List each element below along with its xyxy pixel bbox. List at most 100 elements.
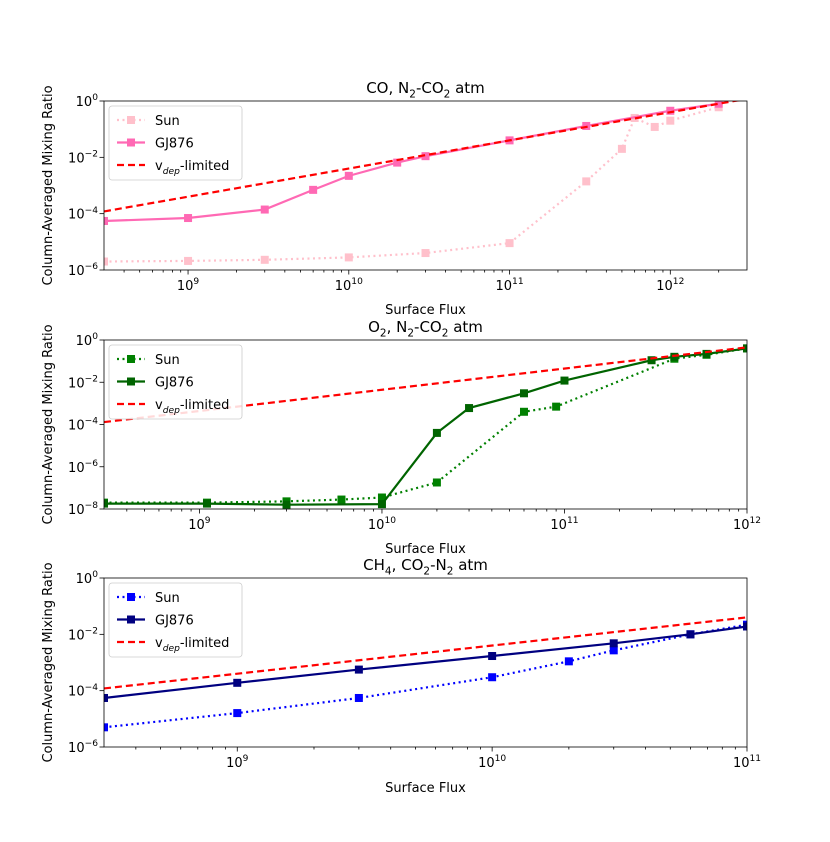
legend-label: Sun <box>155 114 180 129</box>
x-tick-label: 1012 <box>656 277 684 294</box>
legend-label: Sun <box>155 353 180 368</box>
series-vdep-limited <box>104 616 747 690</box>
legend-marker <box>127 615 135 624</box>
legend-box <box>108 105 243 181</box>
data-point <box>354 665 363 674</box>
data-point <box>666 106 675 115</box>
data-point <box>233 709 242 718</box>
legend-label: GJ876 <box>155 137 194 152</box>
y-tick-label: 100 <box>76 93 99 110</box>
x-tick-label: 109 <box>226 754 249 771</box>
series-line <box>104 616 747 690</box>
y-tick-label: 10−6 <box>68 262 98 279</box>
legend-marker <box>127 138 135 147</box>
data-point <box>202 499 211 508</box>
x-tick-label: 1010 <box>368 516 396 533</box>
legend-label: Sun <box>155 591 180 606</box>
chart-title: CH4, CO2-N2 atm <box>363 556 488 578</box>
data-point <box>104 723 108 732</box>
data-point <box>650 122 659 131</box>
x-tick-label: 1011 <box>550 516 578 533</box>
y-tick-label: 10−4 <box>68 206 98 223</box>
legend-label: vdep-limited <box>155 636 229 654</box>
legend: Sun GJ876 vdep-limited <box>108 344 243 420</box>
x-axis-label: Surface Flux <box>385 542 466 557</box>
data-point <box>184 256 193 265</box>
data-point <box>184 214 193 223</box>
data-point <box>743 344 747 353</box>
y-tick-label: 10−6 <box>68 459 98 476</box>
data-point <box>104 693 108 702</box>
y-axis-label: Column-Averaged Mixing Ratio <box>41 85 56 285</box>
x-minor-ticks <box>135 747 736 750</box>
x-axis-label: Surface Flux <box>385 303 466 318</box>
x-tick-label: 1010 <box>335 277 363 294</box>
data-point <box>505 239 514 248</box>
chart-panel-3: 109 1010 1011 10−6 10−4 10−2 100 Sun GJ876 vdep-l… <box>41 556 761 796</box>
data-point <box>617 144 626 153</box>
data-point <box>344 253 353 262</box>
x-minor-ticks <box>123 270 720 273</box>
data-point <box>582 177 591 186</box>
data-point <box>560 376 569 385</box>
legend-label: GJ876 <box>155 614 194 629</box>
legend-marker <box>127 377 135 386</box>
data-point <box>233 678 242 687</box>
x-tick-label: 1011 <box>733 754 761 771</box>
series-line <box>104 346 747 424</box>
data-point <box>564 657 573 666</box>
data-point <box>354 693 363 702</box>
data-point <box>421 152 430 161</box>
data-point <box>337 495 346 504</box>
y-axis-label: Column-Averaged Mixing Ratio <box>41 324 56 524</box>
data-point <box>609 646 618 655</box>
data-point <box>282 500 291 509</box>
legend-box <box>108 582 243 658</box>
chart-panel-1: 109 1010 1011 1012 10−6 10−4 10−2 100 Sun GJ876 vd… <box>41 79 748 318</box>
data-point <box>488 673 497 682</box>
series-line <box>104 623 747 729</box>
data-point <box>519 407 528 416</box>
x-tick-label: 1012 <box>733 516 761 533</box>
y-tick-label: 10−2 <box>68 626 98 643</box>
x-tick-label: 1011 <box>495 277 523 294</box>
data-point <box>432 478 441 487</box>
axes-frame <box>103 100 748 271</box>
data-point <box>488 652 497 661</box>
y-tick-label: 10−2 <box>68 374 98 391</box>
legend-label: GJ876 <box>155 376 194 391</box>
data-point <box>686 630 695 639</box>
x-tick-label: 109 <box>188 516 211 533</box>
y-tick-label: 10−6 <box>68 739 98 756</box>
data-point <box>552 402 561 411</box>
x-tick-label: 1010 <box>478 754 506 771</box>
chart-title: CO, N2-CO2 atm <box>366 79 485 101</box>
legend: Sun GJ876 vdep-limited <box>108 582 243 658</box>
data-point <box>702 349 711 358</box>
legend-box <box>108 344 243 420</box>
data-point <box>421 249 430 258</box>
legend-marker <box>127 593 135 601</box>
legend-marker <box>127 116 135 124</box>
y-axis-label: Column-Averaged Mixing Ratio <box>41 562 56 762</box>
series-line <box>104 347 747 506</box>
data-point <box>609 639 618 648</box>
data-point <box>519 389 528 398</box>
y-tick-label: 10−8 <box>68 501 98 518</box>
data-point <box>309 185 318 194</box>
chart-panel-2: 109 1010 1011 1012 10−8 10−6 10−4 10−2 100 Sun GJ8… <box>41 318 761 557</box>
data-point <box>260 205 269 214</box>
chart-title: O2, N2-CO2 atm <box>368 318 483 340</box>
data-point <box>393 158 402 167</box>
data-point <box>104 257 108 266</box>
data-point <box>647 356 656 365</box>
y-tick-label: 100 <box>76 570 99 587</box>
legend-label: vdep-limited <box>155 398 229 416</box>
x-axis-label: Surface Flux <box>385 781 466 796</box>
data-point <box>104 499 108 508</box>
x-minor-ticks <box>126 509 740 512</box>
x-tick-label: 109 <box>177 277 200 294</box>
axes-frame <box>103 577 748 748</box>
data-point <box>743 622 747 631</box>
